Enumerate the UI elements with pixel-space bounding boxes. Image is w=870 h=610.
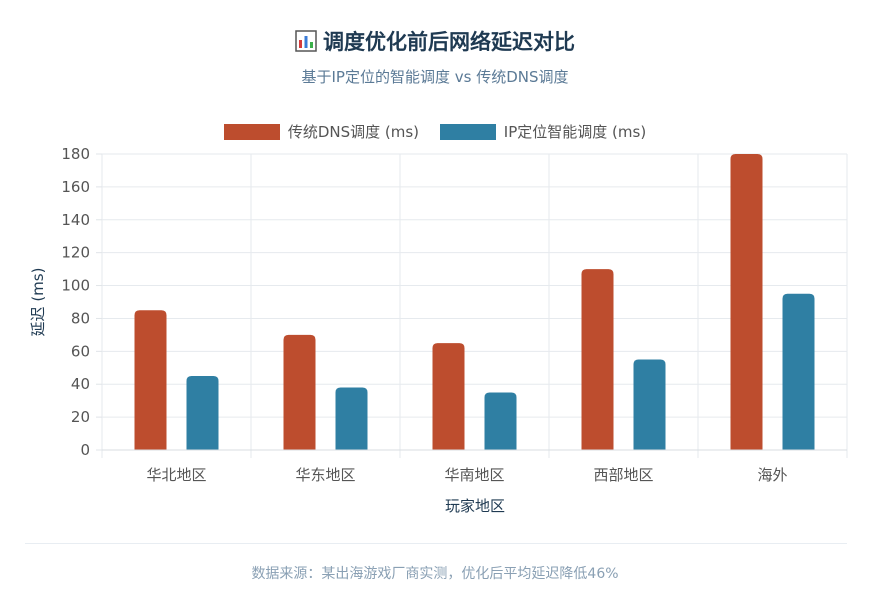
legend-item-dns[interactable]: 传统DNS调度 (ms) xyxy=(223,121,420,142)
bar-dns-1[interactable] xyxy=(283,334,316,450)
x-tick-label: 海外 xyxy=(757,466,787,484)
y-axis: 0 20 40 60 80 100 120 140 160 180 xyxy=(61,145,102,459)
bar-ip-1[interactable] xyxy=(335,387,368,450)
x-tick-label: 西部地区 xyxy=(593,466,653,484)
bar-dns-0[interactable] xyxy=(134,310,167,450)
y-axis-label: 延迟 (ms) xyxy=(29,268,47,337)
y-tick-label: 40 xyxy=(71,375,90,393)
bar-ip-3[interactable] xyxy=(633,359,666,450)
chart-title: 调度优化前后网络延迟对比 xyxy=(0,26,870,56)
bars xyxy=(134,154,815,450)
y-tick-label: 20 xyxy=(71,408,90,426)
legend: 传统DNS调度 (ms) IP定位智能调度 (ms) xyxy=(0,121,870,144)
bar-dns-2[interactable] xyxy=(432,343,465,450)
x-axis-label: 玩家地区 xyxy=(445,497,505,515)
x-tick-label: 华北地区 xyxy=(146,466,206,484)
x-axis: 华北地区 华东地区 华南地区 西部地区 海外 xyxy=(102,449,847,484)
legend-label-ip: IP定位智能调度 (ms) xyxy=(503,123,647,141)
grid-lines xyxy=(101,153,848,458)
y-tick-label: 100 xyxy=(61,277,90,295)
legend-swatch-ip xyxy=(439,123,496,140)
y-tick-label: 120 xyxy=(61,244,90,262)
legend-swatch-dns xyxy=(223,123,280,140)
footer-note: 数据来源：某出海游戏厂商实测，优化后平均延迟降低46% xyxy=(251,566,619,582)
bar-ip-0[interactable] xyxy=(186,376,219,450)
chart-subtitle: 基于IP定位的智能调度 vs 传统DNS调度 xyxy=(301,68,569,86)
bar-dns-3[interactable] xyxy=(581,269,614,450)
y-tick-label: 180 xyxy=(61,145,90,163)
footer-divider xyxy=(25,543,847,544)
y-tick-label: 140 xyxy=(61,211,90,229)
chart-title-text: 调度优化前后网络延迟对比 xyxy=(323,30,575,54)
x-tick-label: 华南地区 xyxy=(444,466,504,484)
y-tick-label: 60 xyxy=(71,342,90,360)
legend-item-ip[interactable]: IP定位智能调度 (ms) xyxy=(439,121,647,142)
y-tick-label: 160 xyxy=(61,178,90,196)
bar-chart: 0 20 40 60 80 100 120 140 160 180 华北地区 华东地区 华南地区 西部地… xyxy=(29,145,848,515)
x-tick-label: 华东地区 xyxy=(295,466,355,484)
bar-ip-2[interactable] xyxy=(484,392,517,450)
bar-chart-icon xyxy=(295,30,317,52)
y-tick-label: 0 xyxy=(80,441,90,459)
legend-label-dns: 传统DNS调度 (ms) xyxy=(287,123,420,141)
bar-ip-4[interactable] xyxy=(782,293,815,450)
y-tick-label: 80 xyxy=(71,309,90,327)
bar-dns-4[interactable] xyxy=(730,154,763,450)
